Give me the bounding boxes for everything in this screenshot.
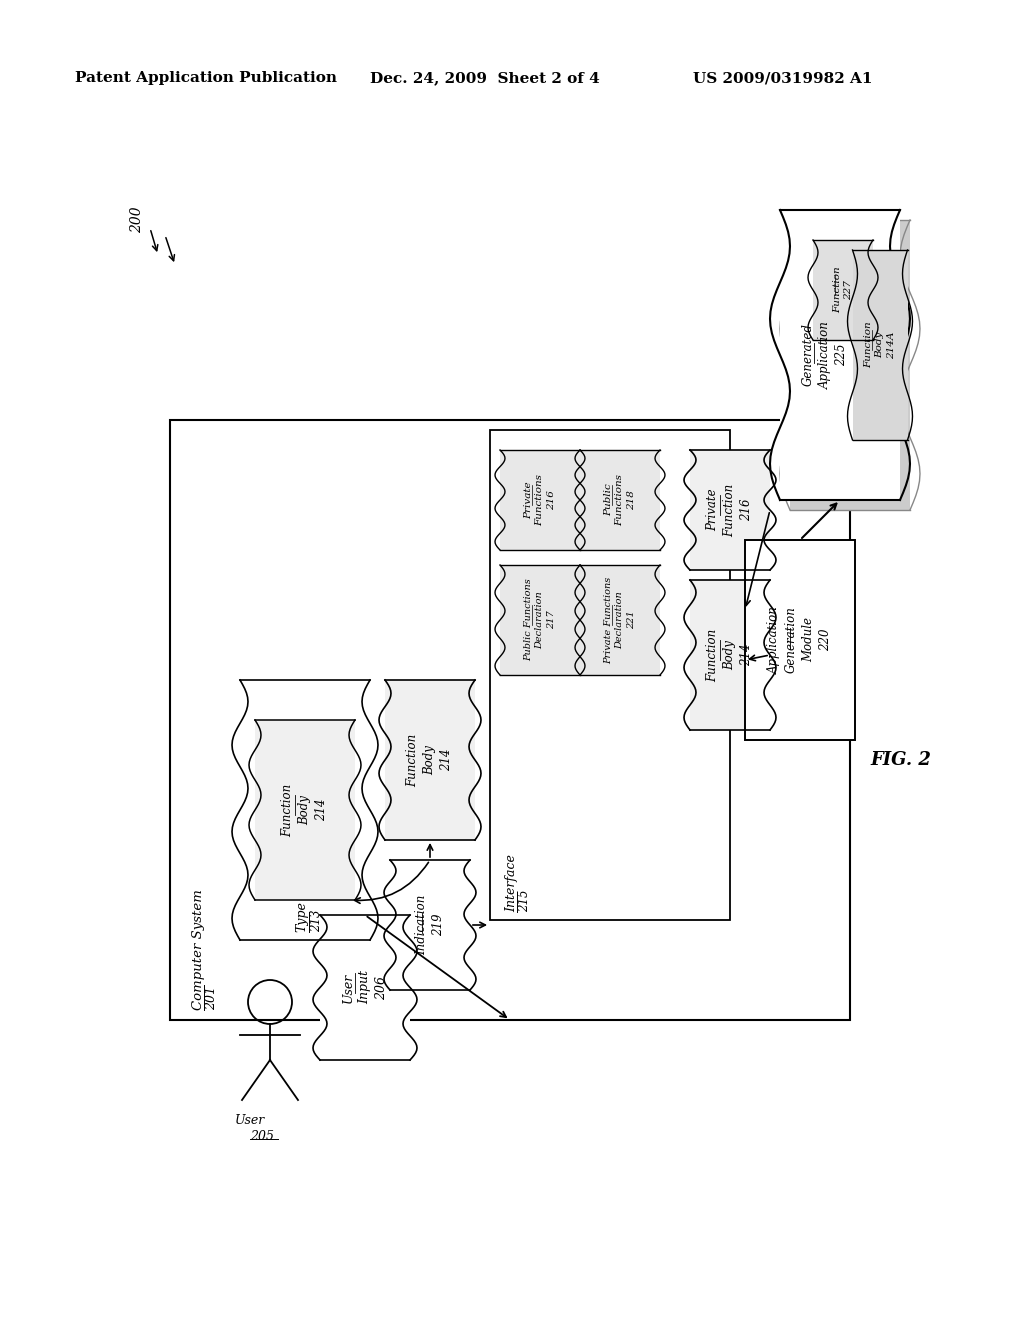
Text: Indication
219: Indication 219 xyxy=(415,895,445,956)
Text: Interface: Interface xyxy=(505,854,518,912)
Text: US 2009/0319982 A1: US 2009/0319982 A1 xyxy=(693,71,872,84)
Text: Function
Body
214: Function Body 214 xyxy=(707,628,754,681)
Bar xyxy=(780,210,900,500)
Text: Dec. 24, 2009  Sheet 2 of 4: Dec. 24, 2009 Sheet 2 of 4 xyxy=(370,71,600,84)
Bar xyxy=(240,680,370,940)
Bar xyxy=(690,450,770,570)
Text: Function
227: Function 227 xyxy=(833,267,853,313)
Text: Function
Body
214: Function Body 214 xyxy=(282,783,329,837)
Text: FIG. 2: FIG. 2 xyxy=(870,751,931,770)
Text: Public
Functions
218: Public Functions 218 xyxy=(604,474,636,525)
Bar xyxy=(500,450,580,550)
Text: Private
Functions
216: Private Functions 216 xyxy=(524,474,556,525)
Text: Application
Generation
Module
220: Application Generation Module 220 xyxy=(768,606,831,675)
Bar xyxy=(580,450,660,550)
Text: User
Input
206: User Input 206 xyxy=(341,970,388,1005)
Text: Private Functions
Declaration
221: Private Functions Declaration 221 xyxy=(604,577,636,664)
Bar xyxy=(813,240,873,341)
Text: 200: 200 xyxy=(130,207,144,234)
Text: User: User xyxy=(234,1114,265,1126)
Text: Generated
Application
225: Generated Application 225 xyxy=(802,321,849,389)
Text: 215: 215 xyxy=(518,890,531,912)
Bar xyxy=(790,220,910,510)
Bar xyxy=(853,249,907,440)
Bar xyxy=(745,540,855,741)
Text: Computer System: Computer System xyxy=(193,890,205,1010)
Text: Public Functions
Declaration
217: Public Functions Declaration 217 xyxy=(524,578,556,661)
Bar xyxy=(580,565,660,675)
Bar xyxy=(500,565,580,675)
Bar xyxy=(390,861,470,990)
Text: 201: 201 xyxy=(205,986,218,1010)
Bar xyxy=(255,719,355,900)
Text: 205: 205 xyxy=(250,1130,274,1143)
Text: Function
Body
214: Function Body 214 xyxy=(407,734,454,787)
Bar xyxy=(690,579,770,730)
Bar xyxy=(170,420,850,1020)
Text: 213: 213 xyxy=(310,909,323,932)
Bar xyxy=(385,680,475,840)
Text: Function
Body
214A: Function Body 214A xyxy=(864,322,896,368)
Text: Patent Application Publication: Patent Application Publication xyxy=(75,71,337,84)
Bar xyxy=(319,915,410,1060)
Text: Private
Function
216: Private Function 216 xyxy=(707,483,754,537)
Bar xyxy=(490,430,730,920)
Text: Type: Type xyxy=(295,902,308,932)
